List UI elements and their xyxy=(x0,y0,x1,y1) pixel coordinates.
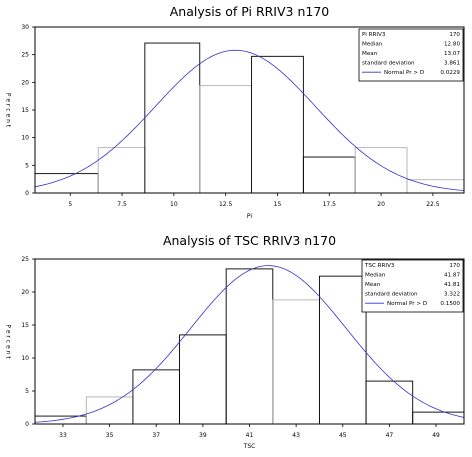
histogram-bar-8 xyxy=(412,411,465,425)
legend-value-1: 12.80 xyxy=(444,42,460,48)
legend-label-4: Normal Pr > D xyxy=(384,70,424,76)
chart-title: Analysis of TSC RRIV3 n170 xyxy=(163,233,336,248)
histogram-bar-4 xyxy=(225,268,274,425)
legend-label-2: Mean xyxy=(362,51,378,57)
legend-label-0: Pi RRIV3 xyxy=(362,32,386,38)
legend-value-2: 41.81 xyxy=(444,282,460,288)
histogram-bar-3 xyxy=(179,334,227,425)
x-tick-label-3: 12.5 xyxy=(219,201,233,208)
legend-value-1: 41.87 xyxy=(444,273,460,279)
histogram-bar-1 xyxy=(97,147,146,194)
legend-label-1: Median xyxy=(362,42,383,48)
legend-label-4: Normal Pr > D xyxy=(387,301,427,307)
histogram-bar-0 xyxy=(34,173,99,194)
stats-legend: TSC RRIV3 170 Median 41.87 Mean 41.81 standard… xyxy=(361,259,464,313)
y-tick-label-2: 10 xyxy=(21,135,29,142)
x-tick-label-5: 17.5 xyxy=(323,201,337,208)
histogram-bar-1 xyxy=(85,396,134,425)
x-tick-label-0: 5 xyxy=(68,201,72,208)
y-tick-label-5: 25 xyxy=(21,52,29,59)
histogram-bar-3 xyxy=(199,85,253,194)
x-tick-label-2: 37 xyxy=(152,432,160,439)
y-axis-label: P e r c e n t xyxy=(5,93,12,128)
x-tick-label-2: 10 xyxy=(170,201,178,208)
tsc-histogram-chart: Analysis of TSC RRIV3 n170 0 5 10 15 20 25 33 35… xyxy=(5,233,465,450)
histogram-bar-2 xyxy=(144,42,201,194)
legend-value-0: 170 xyxy=(449,263,460,269)
normal-curve xyxy=(34,49,465,191)
legend-label-3: standard deviation xyxy=(362,61,415,67)
x-tick-label-8: 49 xyxy=(432,432,440,439)
y-tick-label-2: 10 xyxy=(21,355,29,362)
histogram-bar-5 xyxy=(272,299,320,425)
legend-label-1: Median xyxy=(365,273,386,279)
normal-curve xyxy=(34,265,465,423)
histogram-bar-7 xyxy=(365,380,414,425)
legend-value-3: 3.861 xyxy=(444,61,460,67)
legend-label-2: Mean xyxy=(365,282,381,288)
x-tick-label-6: 20 xyxy=(377,201,385,208)
legend-value-4: 0.0229 xyxy=(440,70,460,76)
legend-value-0: 170 xyxy=(449,32,460,38)
chart-title: Analysis of Pi RRIV3 n170 xyxy=(170,4,330,19)
legend-value-3: 3.322 xyxy=(444,292,460,298)
x-tick-label-5: 43 xyxy=(292,432,300,439)
legend-label-0: TSC RRIV3 xyxy=(364,263,395,269)
legend-value-2: 13.07 xyxy=(444,51,460,57)
y-tick-label-3: 15 xyxy=(21,107,29,114)
pi-histogram-chart: Analysis of Pi RRIV3 n170 0 5 10 15 20 25 30 5 7.… xyxy=(5,4,465,220)
y-tick-label-3: 15 xyxy=(21,322,29,329)
y-tick-label-4: 20 xyxy=(21,79,29,86)
x-tick-label-7: 47 xyxy=(386,432,394,439)
histogram-bar-6 xyxy=(318,275,367,425)
histogram-bar-4 xyxy=(251,55,304,194)
histogram-bar-6 xyxy=(354,147,408,194)
x-axis-label: Pi xyxy=(247,213,252,220)
legend-label-3: standard deviation xyxy=(365,292,418,298)
y-tick-label-0: 0 xyxy=(25,190,29,197)
y-tick-label-4: 20 xyxy=(21,289,29,296)
x-tick-label-0: 33 xyxy=(59,432,67,439)
legend-value-4: 0.1500 xyxy=(440,301,460,307)
histogram-bar-2 xyxy=(132,369,181,425)
x-tick-label-3: 39 xyxy=(199,432,207,439)
x-tick-label-1: 7.5 xyxy=(117,201,127,208)
histogram-bar-5 xyxy=(302,156,356,194)
x-tick-label-4: 15 xyxy=(274,201,282,208)
y-tick-label-6: 30 xyxy=(21,24,29,31)
y-tick-label-1: 5 xyxy=(25,162,29,169)
x-tick-label-6: 45 xyxy=(339,432,347,439)
y-tick-label-1: 5 xyxy=(25,388,29,395)
x-tick-label-7: 22.5 xyxy=(426,201,440,208)
y-tick-label-5: 25 xyxy=(21,256,29,263)
x-tick-label-1: 35 xyxy=(106,432,114,439)
x-axis-label: TSC xyxy=(243,443,256,450)
stats-legend: Pi RRIV3 170 Median 12.80 Mean 13.07 standard … xyxy=(358,28,464,82)
x-tick-label-4: 41 xyxy=(246,432,254,439)
y-tick-label-0: 0 xyxy=(25,421,29,428)
y-axis-label: P e r c e n t xyxy=(5,324,12,359)
